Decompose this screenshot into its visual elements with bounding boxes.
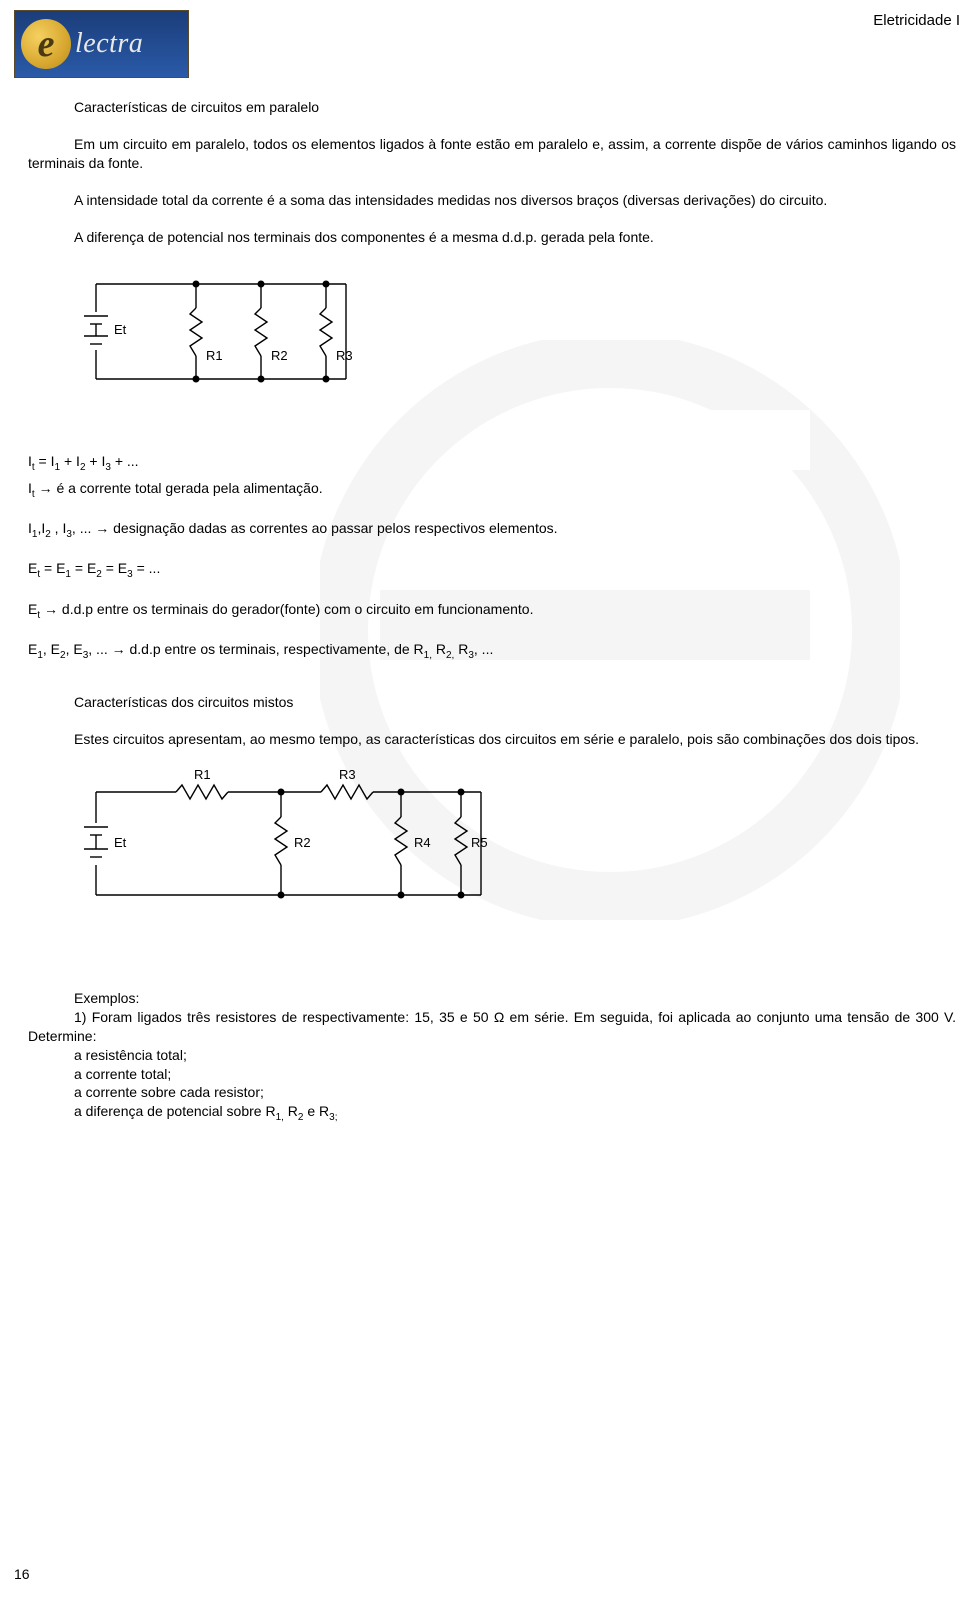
circuit1-r3-label: R3	[336, 348, 353, 363]
examples: Exemplos: 1) Foram ligados três resistor…	[28, 989, 956, 1125]
course-title: Eletricidade I	[873, 10, 960, 29]
example-a2: a corrente total;	[28, 1065, 956, 1084]
section1-p3: A diferença de potencial nos terminais d…	[28, 228, 956, 247]
circuit1-et-label: Et	[114, 322, 127, 337]
eq-it-desc: It → é a corrente total gerada pela alim…	[28, 478, 956, 502]
parallel-circuit-diagram: Et R1 R2 R3	[66, 264, 956, 399]
logo-word: lectra	[75, 28, 143, 60]
eq-it-sum: It = I1 + I2 + I3 + ...	[28, 451, 956, 475]
circuit2-r2-label: R2	[294, 835, 311, 850]
example-q1: 1) Foram ligados três resistores de resp…	[28, 1008, 956, 1046]
circuit1-r2-label: R2	[271, 348, 288, 363]
circuit2-r3-label: R3	[339, 767, 356, 782]
eq-e-list: E1, E2, E3, ... → d.d.p entre os termina…	[28, 639, 956, 663]
circuit2-r1-label: R1	[194, 767, 211, 782]
circuit2-r5-label: R5	[471, 835, 488, 850]
eq-i-list: I1,I2 , I3, ... → designação dadas as co…	[28, 518, 956, 542]
section2-p1-text: Estes circuitos apresentam, ao mesmo tem…	[74, 731, 919, 747]
section1-title: Características de circuitos em paralelo	[28, 98, 956, 117]
eq-et: Et = E1 = E2 = E3 = ...	[28, 558, 956, 582]
circuit2-r4-label: R4	[414, 835, 431, 850]
section1-p2-text: A intensidade total da corrente é a soma…	[74, 192, 827, 208]
page-header: e lectra Eletricidade I	[0, 0, 960, 98]
examples-title: Exemplos:	[28, 989, 956, 1008]
example-a1: a resistência total;	[28, 1046, 956, 1065]
section1-p1: Em um circuito em paralelo, todos os ele…	[28, 135, 956, 173]
example-q1-text: 1) Foram ligados três resistores de resp…	[28, 1009, 956, 1044]
page-content: Características de circuitos em paralelo…	[0, 98, 960, 1125]
page-number: 16	[14, 1566, 30, 1582]
example-a4: a diferença de potencial sobre R1, R2 e …	[28, 1102, 956, 1124]
section2-p1: Estes circuitos apresentam, ao mesmo tem…	[28, 730, 956, 749]
section1-p1-text: Em um circuito em paralelo, todos os ele…	[28, 136, 956, 171]
eq-et-desc: Et → d.d.p entre os terminais do gerador…	[28, 599, 956, 623]
equations-block: It = I1 + I2 + I3 + ... It → é a corrent…	[28, 451, 956, 663]
example-a3: a corrente sobre cada resistor;	[28, 1083, 956, 1102]
circuit2-et-label: Et	[114, 835, 127, 850]
section2-title: Características dos circuitos mistos	[28, 693, 956, 712]
circuit1-r1-label: R1	[206, 348, 223, 363]
electra-logo: e lectra	[14, 10, 189, 78]
section1-p2: A intensidade total da corrente é a soma…	[28, 191, 956, 210]
logo-letter: e	[21, 19, 71, 69]
mixed-circuit-diagram: Et R1 R3 R2 R4 R5	[66, 767, 956, 917]
